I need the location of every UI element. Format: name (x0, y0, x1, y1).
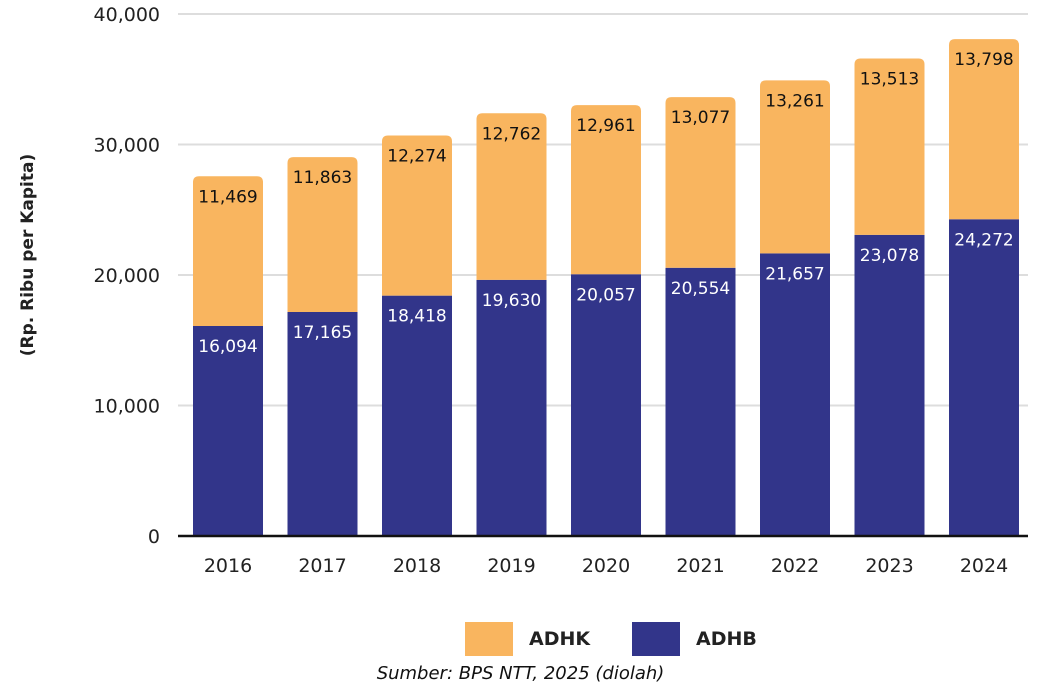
bar-adhk-2021 (665, 97, 736, 268)
bar-adhk-2018 (382, 135, 452, 296)
legend: ADHK ADHB (0, 622, 1041, 656)
legend-item-adhk: ADHK (465, 622, 590, 656)
x-tick-label: 2021 (676, 555, 724, 577)
data-label-adhb-2020: 20,057 (576, 285, 635, 305)
data-label-adhb-2018: 18,418 (387, 307, 446, 327)
bar-adhb-2019 (476, 279, 547, 536)
data-label-adhb-2023: 23,078 (860, 246, 919, 266)
y-axis-label: (Rp. Ribu per Kapita) (18, 154, 38, 357)
y-tick-label: 10,000 (94, 396, 160, 418)
data-label-adhk-2020: 12,961 (576, 116, 635, 136)
bar-adhk-2016 (193, 176, 263, 326)
bar-adhk-2019 (476, 113, 547, 280)
legend-label-adhk: ADHK (529, 628, 591, 650)
bar-adhb-2020 (571, 274, 641, 536)
source-note: Sumber: BPS NTT, 2025 (diolah) (376, 663, 665, 684)
x-tick-label: 2023 (865, 555, 913, 577)
x-tick-label: 2019 (487, 555, 535, 577)
y-tick-label: 40,000 (94, 4, 160, 26)
data-label-adhb-2017: 17,165 (293, 323, 352, 343)
bar-adhk-2020 (571, 105, 641, 275)
legend-item-adhb: ADHB (632, 622, 757, 656)
data-label-adhk-2017: 11,863 (293, 168, 352, 188)
data-label-adhk-2021: 13,077 (671, 108, 730, 128)
x-axis: 2016 2017 2018 2019 2020 2021 2022 2023 2024 (178, 534, 1028, 577)
bar-adhk-2024 (949, 39, 1019, 220)
x-tick-label: 2020 (582, 555, 630, 577)
data-label-adhb-2021: 20,554 (671, 279, 730, 299)
bar-adhb-2016 (193, 325, 263, 536)
bar-adhb-2022 (760, 253, 830, 536)
data-label-adhb-2024: 24,272 (954, 230, 1013, 250)
y-tick-label: 20,000 (94, 265, 160, 287)
stacked-bar-chart: 0 10,000 20,000 30,000 40,000 16,094 11,469 17… (18, 4, 1028, 577)
bar-adhk-2022 (760, 80, 830, 254)
data-label-adhk-2022: 13,261 (765, 91, 824, 111)
bar-adhb-2018 (382, 295, 452, 536)
bar-adhk-2017 (287, 157, 358, 312)
bar-adhk-2023 (854, 58, 925, 235)
bar-adhb-2017 (287, 311, 358, 536)
x-tick-label: 2016 (204, 555, 252, 577)
data-label-adhb-2022: 21,657 (765, 264, 824, 284)
data-label-adhk-2023: 13,513 (860, 69, 919, 89)
data-labels: 16,094 11,469 17,165 11,863 18,418 12,274 19,6… (198, 50, 1013, 357)
bars (193, 39, 1019, 537)
legend-swatch-adhb (632, 622, 680, 656)
y-axis: 0 10,000 20,000 30,000 40,000 (94, 4, 160, 548)
y-tick-label: 0 (148, 526, 160, 548)
x-tick-label: 2024 (960, 555, 1008, 577)
data-label-adhk-2018: 12,274 (387, 146, 446, 166)
x-tick-label: 2017 (298, 555, 346, 577)
legend-swatch-adhk (465, 622, 513, 656)
bar-adhb-2021 (665, 267, 736, 536)
legend-label-adhb: ADHB (696, 628, 757, 650)
bar-adhb-2024 (949, 219, 1019, 536)
data-label-adhk-2019: 12,762 (482, 124, 541, 144)
data-label-adhb-2016: 16,094 (198, 337, 257, 357)
y-tick-label: 30,000 (94, 135, 160, 157)
x-tick-label: 2018 (393, 555, 441, 577)
bar-adhb-2023 (854, 234, 925, 537)
data-label-adhk-2016: 11,469 (198, 187, 257, 207)
data-label-adhb-2019: 19,630 (482, 291, 541, 311)
data-label-adhk-2024: 13,798 (954, 50, 1013, 70)
x-tick-label: 2022 (771, 555, 819, 577)
